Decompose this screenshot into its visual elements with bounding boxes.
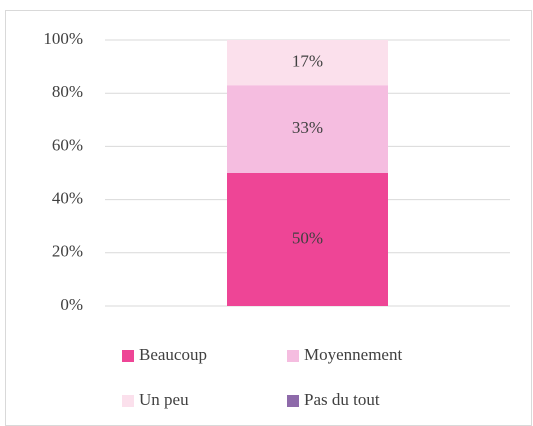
legend-label: Un peu [139,390,189,409]
y-tick-label: 40% [52,189,83,208]
bar-segment [227,40,388,86]
y-tick-label: 60% [52,135,83,154]
legend-label: Pas du tout [304,390,380,409]
data-label: 50% [292,228,323,247]
legend-swatch [287,350,299,362]
bar-segment [227,173,388,306]
legend-label: Moyennement [304,345,402,364]
legend-swatch [287,395,299,407]
y-tick-label: 80% [52,82,83,101]
y-tick-label: 0% [60,295,83,314]
bar-segment [227,85,388,173]
legend-label: Beaucoup [139,345,207,364]
y-tick-label: 100% [43,29,83,48]
data-label: 17% [292,52,323,71]
y-tick-label: 20% [52,242,83,261]
data-label: 33% [292,118,323,137]
legend-swatch [122,350,134,362]
legend-swatch [122,395,134,407]
